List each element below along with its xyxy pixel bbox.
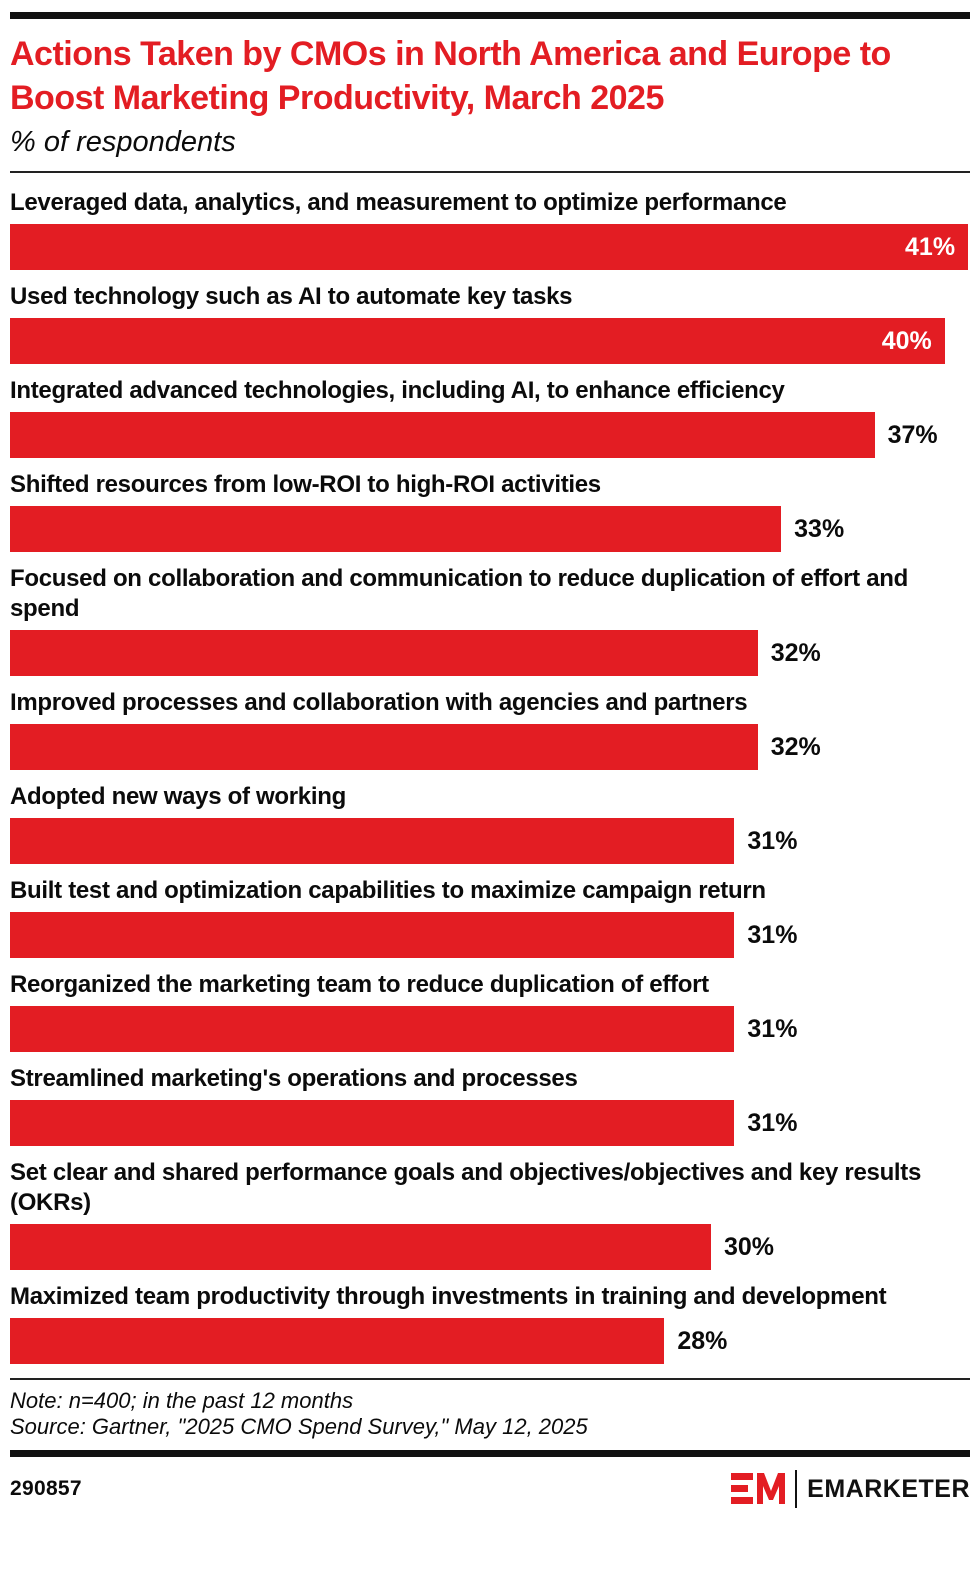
bar-value-label: 37%: [887, 420, 938, 449]
bar-row: Leveraged data, analytics, and measureme…: [10, 188, 970, 271]
bar-value-label: 32%: [770, 638, 821, 667]
bar-track: 40%: [10, 318, 970, 365]
bar-row: Used technology such as AI to automate k…: [10, 282, 970, 365]
bar-track: 31%: [10, 1006, 970, 1053]
bar: [10, 1318, 665, 1365]
bar: [10, 506, 782, 553]
bar-track: 30%: [10, 1224, 970, 1271]
bar-value-label: 33%: [794, 514, 845, 543]
bar-chart: Leveraged data, analytics, and measureme…: [10, 188, 970, 1365]
bar-value-label: 31%: [747, 1108, 798, 1137]
bar-row: Shifted resources from low-ROI to high-R…: [10, 470, 970, 553]
bar-category-label: Built test and optimization capabilities…: [10, 877, 766, 905]
emarketer-logo: EMARKETER: [731, 1469, 970, 1509]
bar: 41%: [10, 224, 969, 271]
bar-track: 28%: [10, 1318, 970, 1365]
bar-category-label: Integrated advanced technologies, includ…: [10, 377, 785, 405]
bar-value-label: 32%: [770, 732, 821, 761]
bar-value-label: 28%: [677, 1326, 728, 1355]
bar-track: 41%: [10, 224, 970, 271]
bar-value-label: 41%: [905, 232, 956, 261]
bar-row: Improved processes and collaboration wit…: [10, 688, 970, 771]
bar-row: Focused on collaboration and communicati…: [10, 564, 970, 677]
bar: [10, 818, 735, 865]
bar: [10, 412, 875, 459]
logo-wordmark: EMARKETER: [807, 1474, 970, 1503]
bar: [10, 630, 758, 677]
bar-row: Adopted new ways of working 31%: [10, 782, 970, 865]
chart-id: 290857: [10, 1477, 82, 1501]
logo-divider: [795, 1470, 798, 1509]
bar-row: Built test and optimization capabilities…: [10, 876, 970, 959]
bar-track: 31%: [10, 818, 970, 865]
bar: 40%: [10, 318, 945, 365]
bar-category-label: Streamlined marketing's operations and p…: [10, 1065, 578, 1093]
bar-value-label: 31%: [747, 920, 798, 949]
bar-track: 31%: [10, 912, 970, 959]
bar-track: 32%: [10, 724, 970, 771]
bar: [10, 1224, 711, 1271]
footer-divider-thick: [10, 1450, 970, 1458]
header-divider: [10, 171, 970, 174]
bar-category-label: Set clear and shared performance goals a…: [10, 1159, 922, 1217]
bar-value-label: 31%: [747, 826, 798, 855]
bar-row: Maximized team productivity through inve…: [10, 1282, 970, 1365]
bar-category-label: Shifted resources from low-ROI to high-R…: [10, 471, 601, 499]
bar-category-label: Focused on collaboration and communicati…: [10, 565, 908, 623]
bar-category-label: Leveraged data, analytics, and measureme…: [10, 189, 787, 217]
note-text: Note: n=400; in the past 12 months: [10, 1388, 354, 1414]
bar-category-label: Improved processes and collaboration wit…: [10, 689, 748, 717]
footer-divider-thin: [10, 1378, 970, 1381]
bar-track: 32%: [10, 630, 970, 677]
page-title: Actions Taken by CMOs in North America a…: [10, 35, 891, 118]
footer-bar: 290857 EMARKETER: [10, 1469, 970, 1509]
bar-row: Set clear and shared performance goals a…: [10, 1158, 970, 1271]
bar: [10, 1006, 735, 1053]
bar-category-label: Maximized team productivity through inve…: [10, 1283, 887, 1311]
bar-track: 37%: [10, 412, 970, 459]
bar-row: Integrated advanced technologies, includ…: [10, 376, 970, 459]
bar-value-label: 30%: [723, 1232, 775, 1261]
bar: [10, 912, 735, 959]
top-rule: [10, 12, 970, 19]
bar: [10, 1100, 735, 1147]
bar-category-label: Used technology such as AI to automate k…: [10, 283, 573, 311]
chart-subtitle: % of respondents: [10, 126, 236, 159]
bar-value-label: 40%: [881, 326, 932, 355]
bar-category-label: Reorganized the marketing team to reduce…: [10, 971, 709, 999]
bar: [10, 724, 758, 771]
bar-row: Streamlined marketing's operations and p…: [10, 1064, 970, 1147]
bar-row: Reorganized the marketing team to reduce…: [10, 970, 970, 1053]
source-text: Source: Gartner, "2025 CMO Spend Survey,…: [10, 1414, 588, 1440]
bar-track: 33%: [10, 506, 970, 553]
bar-track: 31%: [10, 1100, 970, 1147]
em-monogram-icon: [731, 1473, 786, 1505]
bar-category-label: Adopted new ways of working: [10, 783, 346, 811]
bar-value-label: 31%: [747, 1014, 798, 1043]
